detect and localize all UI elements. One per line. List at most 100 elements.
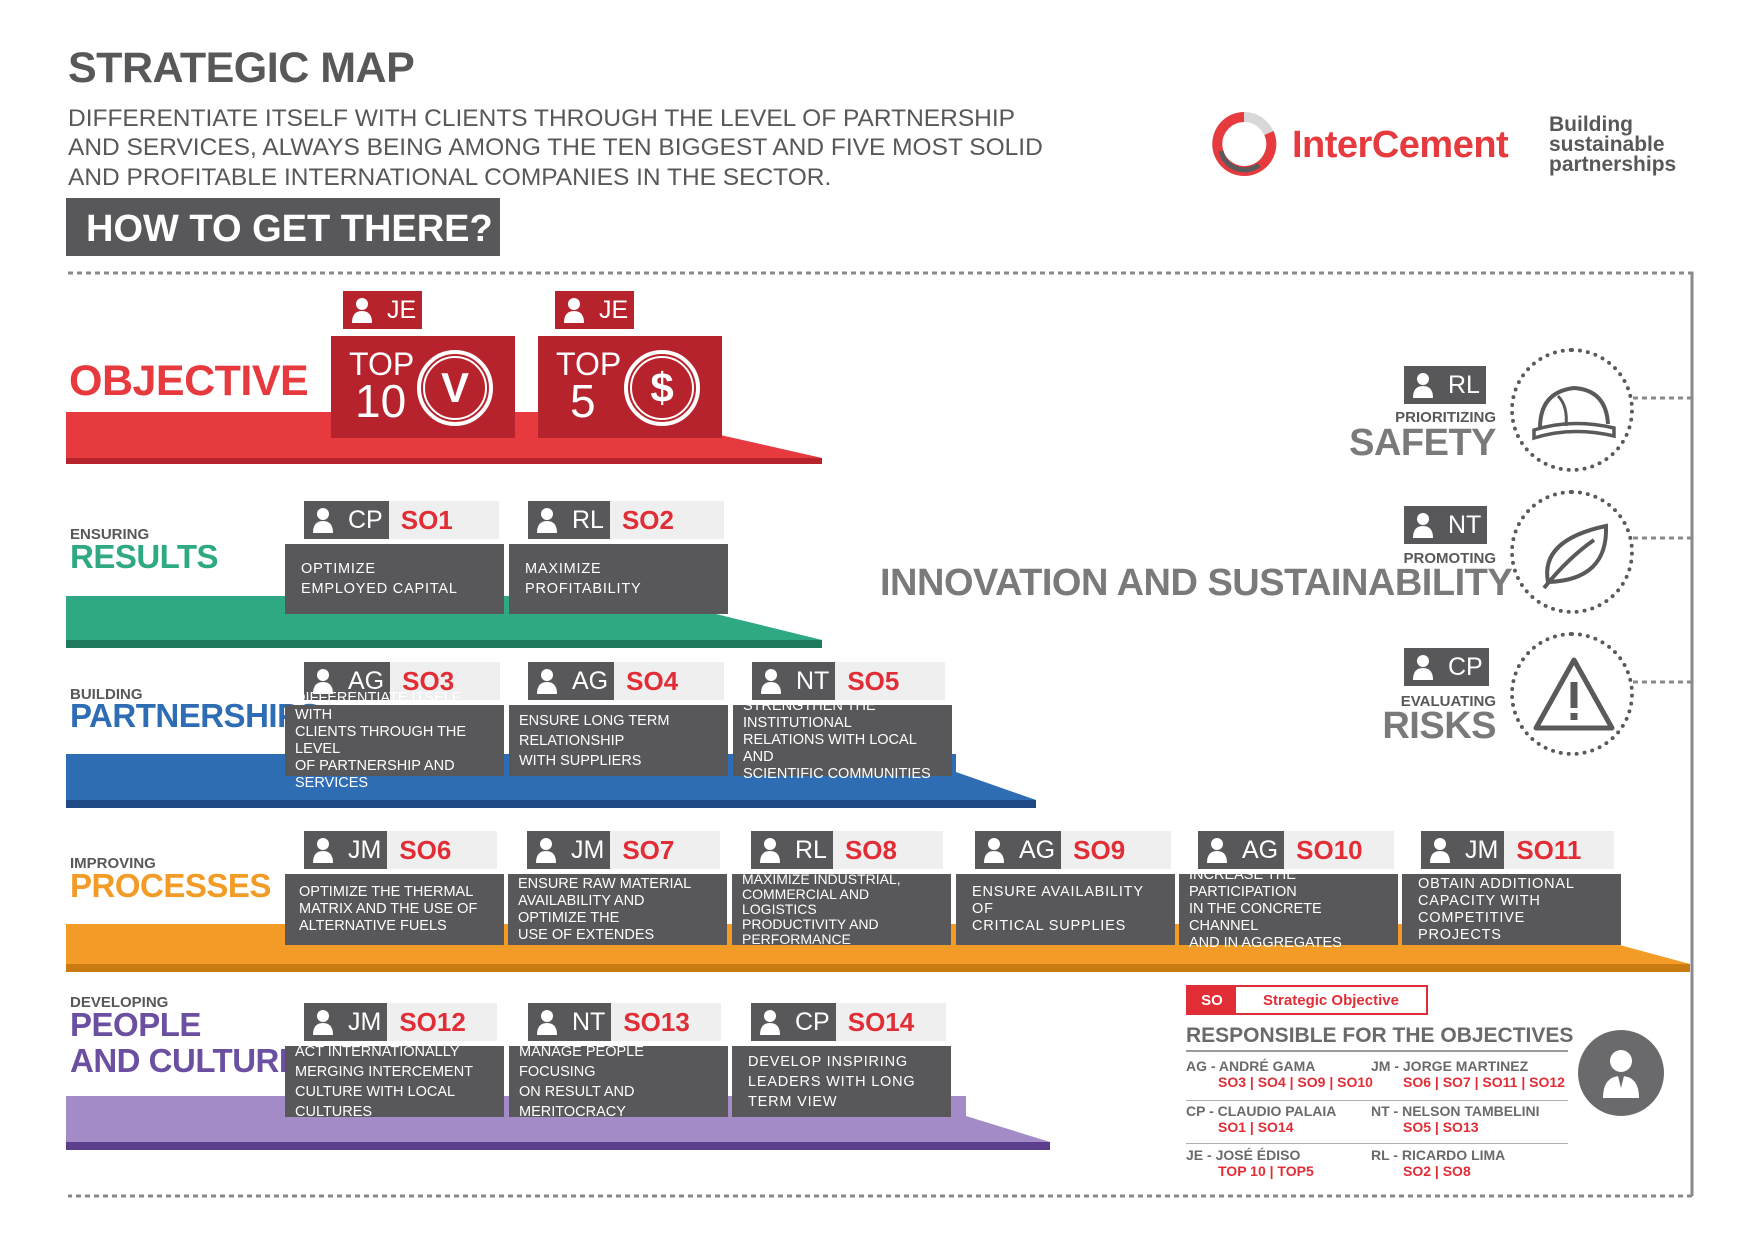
stage-title-processes: PROCESSES [70,867,271,904]
pillar-title-safety: SAFETY [1349,422,1496,464]
legend-divider [1186,1050,1568,1052]
objective-text-line: MAXIMIZE INDUSTRIAL, [742,871,901,887]
person-icon [1421,831,1459,869]
objective-box-so7: ENSURE RAW MATERIAL AVAILABILITY AND OPT… [508,874,727,945]
so-key-badge: SO [1188,987,1236,1013]
objective-box-so9: ENSURE AVAILABILITY OF CRITICAL SUPPLIES [956,874,1175,945]
so-legend-key: SO Strategic Objective [1186,985,1428,1015]
objective-text-line: ON RESULT AND [519,1083,635,1100]
so-code: SO14 [835,1003,946,1041]
responsible-tag-so10: AG SO10 [1198,831,1395,869]
how-to-get-there-title: HOW TO GET THERE? [86,208,493,250]
objective-box-so13: MANAGE PEOPLE FOCUSING ON RESULT AND MER… [509,1044,728,1120]
person-icon [555,291,593,329]
objective-box-so14: DEVELOP INSPIRING LEADERS WITH LONG TERM… [732,1046,951,1117]
top-word: TOP [349,346,415,382]
responsible-initials: AG [342,662,391,700]
objective-text-line: DIFFERENTIATE ITSELF WITH [295,689,461,723]
objective-text-line: OPTIMIZE THE THERMAL [299,884,474,900]
so-key-label: Strategic Objective [1263,991,1399,1009]
legend-person-cp: CP - CLAUDIO PALAIA [1186,1103,1337,1119]
responsible-tag-so13: NT SO13 [528,1003,722,1041]
objective-box-so8: MAXIMIZE INDUSTRIAL, COMMERCIAL AND LOGI… [732,871,951,947]
objective-text-line: CLIENTS THROUGH THE LEVEL [295,723,467,757]
pillar-title-risks: RISKS [1382,705,1496,747]
objective-text-line: ENSURE RAW MATERIAL [518,875,692,892]
responsible-initials: RL [566,501,610,539]
responsible-initials: CP [789,1003,836,1041]
legend-codes-rl: SO2 | SO8 [1403,1163,1471,1179]
responsible-tag-risks: CP [1404,648,1489,686]
objective-box-so12: ACT INTERNATIONALLY MERGING INTERCEMENT … [285,1044,504,1120]
responsible-tag-so5: NT SO5 [752,662,946,700]
person-icon [975,831,1013,869]
objective-text-line: ALTERNATIVE FUELS [299,918,447,934]
pillar-small-risks: EVALUATING [1400,693,1496,710]
objective-text-line: TERM VIEW [748,1093,838,1110]
stage-pre-results: ENSURING [70,526,150,543]
legend-person-je: JE - JOSÉ ÉDISO [1186,1147,1301,1163]
responsible-tag-so1: CP SO1 [304,501,499,539]
legend-codes-cp: SO1 | SO14 [1218,1119,1294,1135]
person-icon [1404,366,1442,404]
objective-box-so1: OPTIMIZE EMPLOYED CAPITAL [285,544,504,614]
objective-text-line: USE OF EXTENDES [518,926,655,943]
person-icon [528,1003,566,1041]
objective-text-line: COMMERCIAL AND LOGISTICS [742,886,870,917]
person-icon [343,291,381,329]
so-code: SO11 [1504,831,1615,869]
responsible-initials: CP [342,501,389,539]
person-icon [1404,506,1442,544]
responsible-tag-so12: JM SO12 [304,1003,498,1041]
responsible-initials: JE [593,291,635,329]
person-icon [304,501,342,539]
objective-text-line: PROFITABILITY [525,581,642,597]
dollar-circle-icon: $ [624,350,700,426]
objective-text-line: MATRIX AND THE USE OF [299,901,478,917]
responsible-tag-innovation: NT [1404,506,1488,544]
so-code: SO4 [614,662,725,700]
responsible-initials: NT [790,662,836,700]
so-code: SO9 [1061,831,1172,869]
responsible-tag-so6: JM SO6 [304,831,498,869]
objective-text-line: RELATIONS WITH LOCAL AND [743,732,917,765]
objective-text-line: OF PARTNERSHIP AND SERVICES [295,757,455,791]
objective-label: OBJECTIVE [69,357,309,405]
legend-divider [1186,1100,1568,1101]
person-icon [752,662,790,700]
top-number: 5 [570,375,596,427]
stage-pre-processes: IMPROVING [70,855,156,872]
objective-text-line: MAXIMIZE [525,561,602,577]
responsible-initials: AG [566,662,615,700]
person-icon [751,1003,789,1041]
stage-title-partnerships: PARTNERSHIPS [70,697,321,734]
responsible-tag-top5: JE [555,291,635,329]
responsible-tag-so11: JM SO11 [1421,831,1615,869]
so-code: SO8 [832,831,943,869]
value-symbol: V [423,356,487,420]
objective-text-line: MERGING INTERCEMENT [295,1063,474,1080]
stage-title-people-1: PEOPLE [70,1006,201,1043]
hard-hat-icon [1532,385,1616,441]
page-title: STRATEGIC MAP [68,44,415,92]
so-code: SO2 [609,501,724,539]
top-word: TOP [556,346,622,382]
so-code: SO3 [390,662,501,700]
responsible-tag-so4: AG SO4 [528,662,725,700]
responsible-tag-so14: CP SO14 [751,1003,946,1041]
legend-person-nt: NT - NELSON TAMBELINI [1371,1103,1540,1119]
risks-circle [1510,632,1634,756]
responsible-initials: CP [1442,648,1489,686]
person-icon [304,662,342,700]
legend-person-icon [1578,1030,1664,1116]
objective-text-line: MANAGE PEOPLE FOCUSING [519,1043,644,1080]
objective-box-so2: MAXIMIZE PROFITABILITY [509,544,728,614]
warning-icon [1533,657,1615,731]
objective-text-line: AVAILABILITY AND OPTIMIZE THE [518,892,645,926]
objective-text-line: ENSURE LONG TERM [519,712,670,729]
so-code: SO6 [387,831,498,869]
objective-text-line: EMPLOYED CAPITAL [301,581,458,597]
legend-person-jm: JM - JORGE MARTINEZ [1371,1058,1529,1074]
value-circle-icon: V [417,350,493,426]
